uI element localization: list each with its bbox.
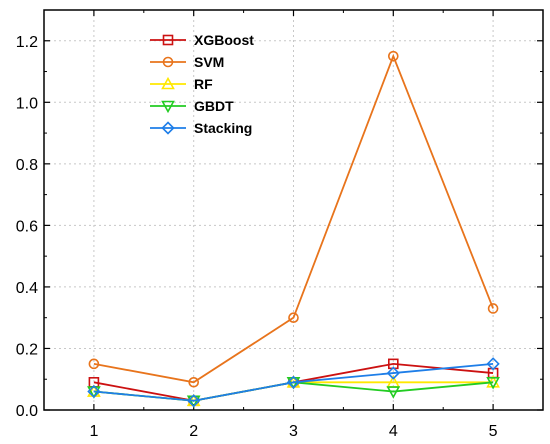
legend-label-svm: SVM [194,54,224,70]
point-svm [88,358,100,370]
y-tick-label: 1.0 [16,95,38,112]
y-tick-label: 0.8 [16,157,38,174]
y-tick-label: 0.4 [16,280,38,297]
legend-label-rf: RF [194,76,213,92]
y-tick-label: 0.6 [16,218,38,235]
point-stacking [187,394,201,408]
point-gbdt [486,377,500,390]
legend-label-stacking: Stacking [194,120,252,136]
legend-item-stacking: Stacking [150,120,252,136]
legend-item-gbdt: GBDT [150,98,234,114]
legend-marker-svm [162,56,174,68]
legend-marker-stacking [161,121,175,135]
series-group [87,50,500,408]
series-svm [88,50,499,388]
point-stacking [286,375,301,389]
legend-item-svm: SVM [150,54,224,70]
legend-marker-rf [161,76,175,90]
point-svm [387,50,399,62]
legend-label-xgboost: XGBoost [194,32,254,48]
point-stacking [486,357,500,371]
point-stacking [87,384,101,399]
x-tick-label: 1 [89,423,98,440]
legend: XGBoost SVM RF GBDT Stacking [150,32,254,136]
x-tick-label: 2 [189,423,198,440]
series-stacking [87,357,500,408]
y-tick-label: 1.2 [16,34,38,51]
x-tick-label: 4 [389,423,398,440]
legend-marker-xgboost [162,34,174,46]
x-tick-label: 5 [489,423,498,440]
x-tick-label: 3 [289,423,298,440]
legend-label-gbdt: GBDT [194,98,234,114]
point-gbdt [386,386,401,399]
legend-item-rf: RF [150,76,213,92]
series-line-svm [93,53,494,384]
point-svm [487,303,499,314]
y-tick-label: 0.0 [16,403,38,420]
point-stacking [386,366,400,380]
legend-item-xgboost: XGBoost [150,32,254,48]
legend-marker-gbdt [161,100,175,114]
series-line-stacking [93,362,494,402]
grid [44,10,543,411]
y-tick-label: 0.2 [16,341,38,358]
axes: 0.0 0.2 0.4 0.6 0.8 1.0 1.2 1 2 3 4 5 [16,9,544,440]
point-svm [288,312,299,323]
point-svm [188,377,199,388]
